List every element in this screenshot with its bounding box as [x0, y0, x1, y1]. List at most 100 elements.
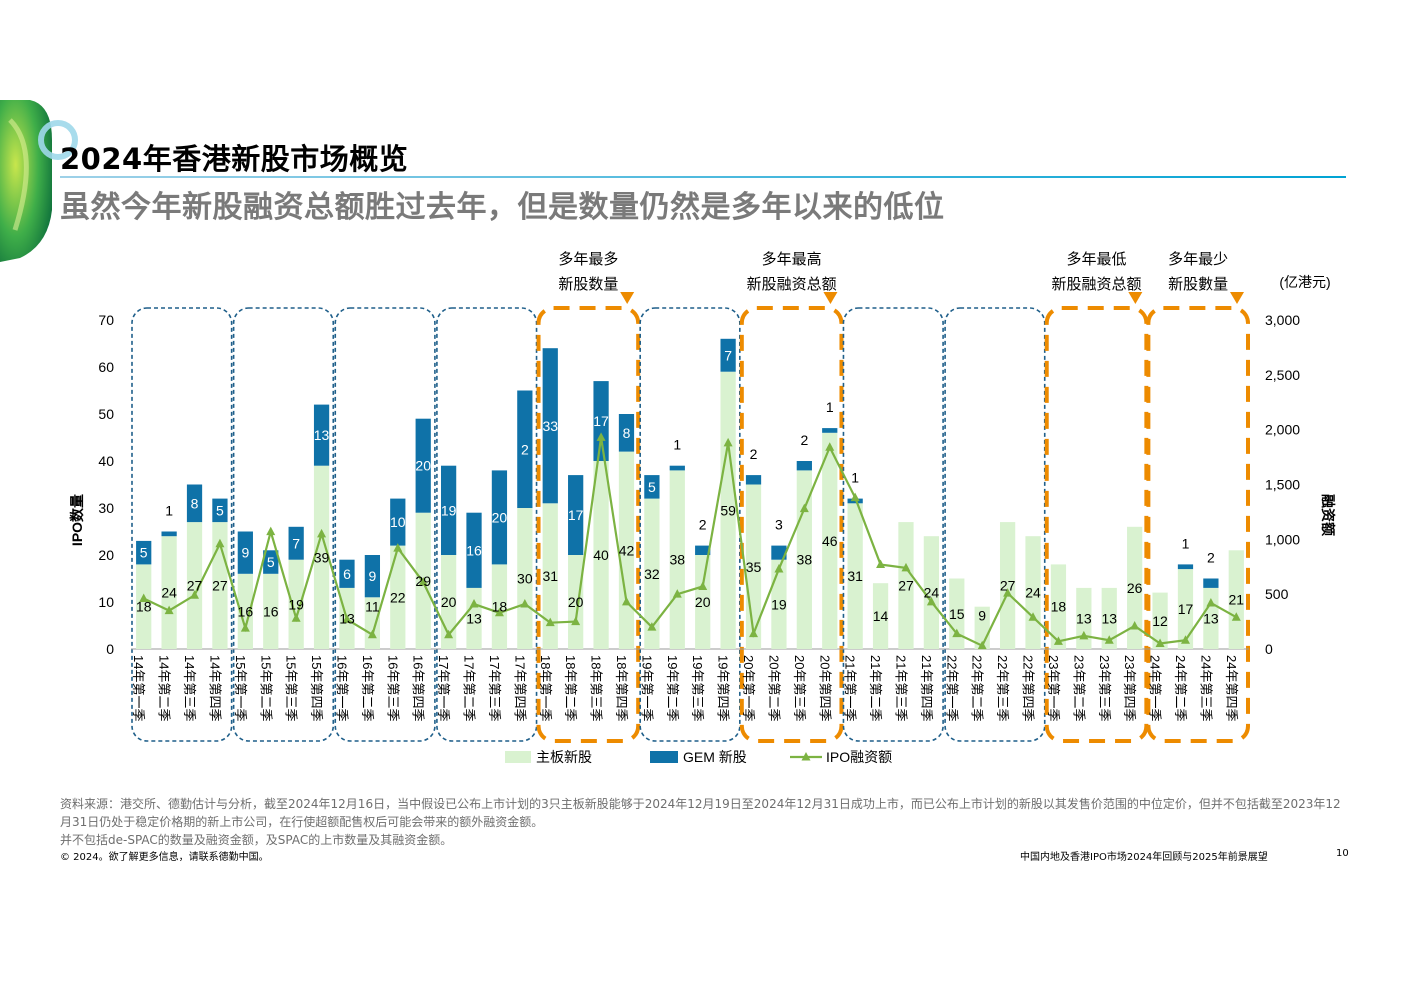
- ipo-amount-point: [698, 581, 708, 590]
- ipo-amount-point: [1180, 635, 1190, 644]
- bar-gem: [1177, 564, 1194, 570]
- main-board-value-label: 20: [568, 594, 584, 610]
- legend-label-main: 主板新股: [536, 749, 592, 765]
- y-right-tick-label: 2,000: [1265, 422, 1300, 438]
- bar-gem: [1203, 578, 1219, 588]
- main-board-value-label: 18: [492, 599, 508, 615]
- main-board-value-label: 16: [238, 603, 254, 619]
- gem-value-label: 17: [568, 507, 584, 523]
- highlight-box: [739, 306, 844, 743]
- bar-main-board: [999, 522, 1016, 649]
- ipo-amount-point: [621, 596, 631, 606]
- ipo-amount-point: [164, 605, 174, 615]
- x-tick-label: 20年第一季: [741, 655, 756, 721]
- gem-value-label: 5: [216, 502, 224, 518]
- x-tick-label: 22年第二季: [970, 655, 985, 721]
- x-tick-label: 20年第三季: [792, 655, 807, 721]
- bar-main-board: [872, 583, 889, 649]
- bar-main-board: [669, 470, 685, 649]
- gem-value-label: 1: [673, 437, 681, 453]
- ipo-amount-point: [266, 526, 276, 536]
- ipo-amount-point: [1003, 588, 1013, 597]
- bar-gem: [288, 526, 304, 560]
- title-rule: [60, 176, 1346, 178]
- y-left-tick-label: 20: [98, 547, 114, 563]
- ipo-amount-point: [367, 629, 377, 639]
- gem-value-label: 3: [775, 517, 783, 533]
- main-board-value-label: 31: [542, 568, 558, 584]
- main-board-value-label: 11: [365, 598, 380, 614]
- bar-gem: [491, 470, 508, 565]
- y-right-axis-title: 融资额: [1320, 494, 1336, 536]
- bar-main-board: [517, 508, 533, 649]
- x-tick-label: 20年第四季: [817, 655, 832, 721]
- annotation-arrow-icon: [1128, 292, 1143, 304]
- legend-marker-ipo: [801, 752, 811, 761]
- main-board-value-label: 32: [644, 566, 660, 582]
- page-number: 10: [1336, 848, 1349, 859]
- x-tick-label: 24年第二季: [1173, 655, 1188, 721]
- ipo-amount-point: [901, 562, 911, 572]
- gem-value-label: 2: [750, 446, 758, 462]
- gem-value-label: 20: [492, 509, 508, 525]
- y-left-axis-title: IPO数量: [69, 494, 85, 546]
- x-tick-label: 23年第二季: [1071, 655, 1086, 721]
- ipo-amount-point: [850, 492, 860, 502]
- bar-main-board: [1127, 526, 1143, 649]
- bar-gem: [517, 390, 533, 508]
- gem-value-label: 9: [241, 545, 249, 561]
- annotation-text: 新股數量: [1168, 276, 1228, 293]
- ipo-amount-point: [1079, 630, 1089, 640]
- y-left-tick-label: 50: [98, 406, 114, 422]
- x-tick-label: 16年第三季: [385, 655, 400, 721]
- y-right-tick-label: 1,500: [1265, 477, 1300, 493]
- bar-main-board: [1101, 587, 1117, 649]
- main-board-value-label: 42: [619, 542, 635, 558]
- page-subtitle: 虽然今年新股融资总额胜过去年，但是数量仍然是多年以来的低位: [60, 190, 945, 225]
- main-board-value-label: 59: [720, 502, 736, 518]
- ipo-amount-point: [1206, 597, 1216, 607]
- ipo-amount-point: [977, 640, 987, 650]
- year-box: [842, 307, 944, 742]
- x-tick-label: 22年第三季: [995, 655, 1010, 721]
- year-box: [131, 307, 233, 742]
- ipo-amount-point: [520, 599, 530, 608]
- ipo-amount-point: [469, 599, 479, 608]
- x-tick-label: 22年第四季: [1021, 655, 1036, 721]
- bar-gem: [568, 475, 584, 555]
- legend-swatch-gem: [650, 751, 678, 763]
- x-tick-label: 21年第四季: [919, 655, 934, 721]
- x-tick-label: 21年第一季: [843, 655, 858, 721]
- x-tick-label: 16年第四季: [411, 655, 426, 721]
- bar-gem: [720, 338, 736, 372]
- source-note: 资料来源：港交所、德勤估计与分析，截至2024年12月16日，当中假设已公布上市…: [60, 795, 1350, 849]
- main-board-value-label: 27: [187, 578, 203, 594]
- bar-gem: [415, 418, 431, 513]
- bar-main-board: [568, 555, 584, 649]
- legend-label-ipo: IPO融资额: [826, 749, 892, 765]
- bar-main-board: [1177, 569, 1194, 649]
- main-board-value-label: 46: [822, 533, 838, 549]
- ipo-amount-point: [190, 590, 200, 599]
- ipo-amount-point: [1104, 635, 1114, 644]
- bar-gem: [237, 531, 253, 574]
- y-right-unit: (亿港元): [1279, 274, 1330, 290]
- bar-main-board: [644, 498, 660, 649]
- bar-gem: [186, 484, 203, 523]
- main-board-value-label: 18: [1051, 599, 1067, 615]
- ipo-amount-point: [494, 607, 504, 617]
- bar-main-board: [593, 461, 609, 649]
- y-left-tick-label: 30: [98, 500, 114, 516]
- bar-main-board: [898, 522, 914, 649]
- main-board-value-label: 9: [978, 608, 986, 624]
- main-board-value-label: 14: [873, 608, 889, 624]
- exclusion-note: 并不包括de-SPAC的数量及融资金额，及SPAC的上市数量及其融资金额。: [60, 833, 453, 847]
- gem-value-label: 5: [140, 545, 148, 561]
- gem-value-label: 1: [1182, 535, 1190, 551]
- y-right-tick-label: 500: [1265, 586, 1289, 602]
- bar-main-board: [1050, 564, 1067, 649]
- bar-gem: [771, 545, 787, 560]
- highlight-box: [1146, 306, 1251, 743]
- main-board-value-label: 24: [1025, 585, 1041, 601]
- footer-title: 中国内地及香港IPO市场2024年回顾与2025年前景展望: [1020, 852, 1268, 863]
